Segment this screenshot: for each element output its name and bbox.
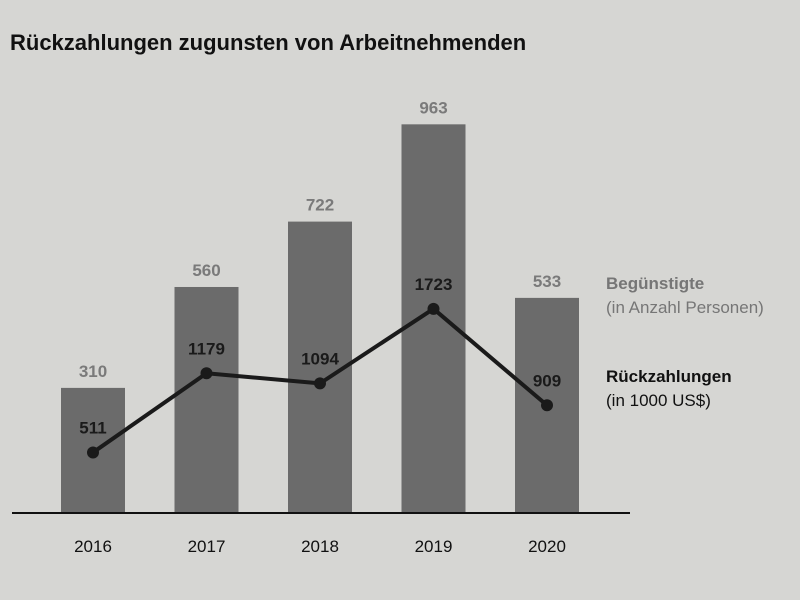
- bar-2017: [174, 286, 239, 513]
- line-point-2018: [314, 377, 326, 390]
- x-tick-2020: 2020: [528, 537, 566, 556]
- legend-line-name: Rückzahlungen: [606, 367, 732, 386]
- x-tick-2019: 2019: [415, 537, 453, 556]
- legend-bars-name: Begünstigte: [606, 274, 705, 293]
- bar-label-2016: 310: [79, 362, 107, 381]
- bar-label-2018: 722: [306, 196, 334, 215]
- line-label-2017: 1179: [188, 339, 225, 358]
- x-tick-2018: 2018: [301, 537, 339, 556]
- bar-label-2019: 963: [419, 98, 447, 117]
- bar-label-2020: 533: [533, 272, 561, 291]
- legend-bars-unit: (in Anzahl Personen): [606, 298, 764, 317]
- legend-bars: Begünstigte (in Anzahl Personen): [606, 272, 764, 320]
- chart-title: Rückzahlungen zugunsten von Arbeitnehmen…: [10, 30, 527, 55]
- line-point-2019: [427, 302, 440, 315]
- line-point-2020: [541, 399, 553, 412]
- line-label-2019: 1723: [415, 275, 453, 294]
- bar-2019: [401, 124, 466, 514]
- legend-line: Rückzahlungen (in 1000 US$): [606, 365, 732, 413]
- line-label-2020: 909: [533, 371, 561, 390]
- legend-line-unit: (in 1000 US$): [606, 391, 711, 410]
- line-label-2016: 511: [79, 418, 106, 437]
- line-label-2018: 1094: [301, 349, 339, 368]
- line-point-2016: [87, 446, 99, 459]
- x-tick-2016: 2016: [74, 537, 112, 556]
- bar-label-2017: 560: [192, 261, 220, 280]
- x-tick-2017: 2017: [188, 537, 226, 556]
- line-point-2017: [200, 367, 213, 380]
